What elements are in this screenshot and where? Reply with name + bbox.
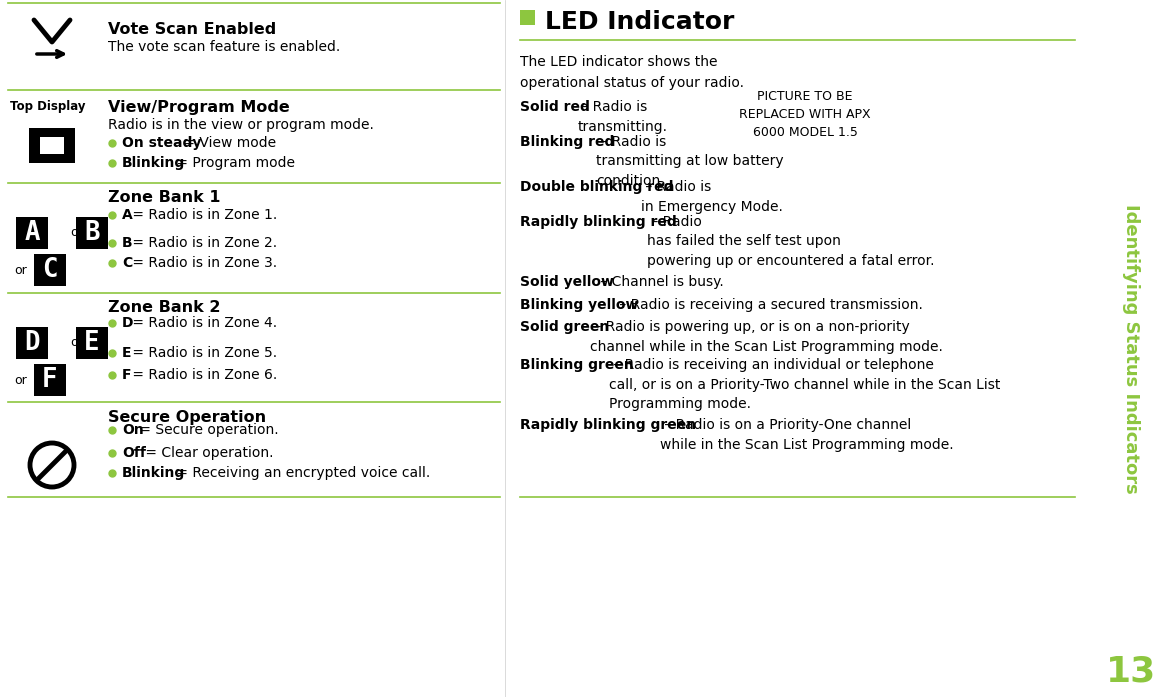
Text: – Radio is
transmitting at low battery
condition.: – Radio is transmitting at low battery c…: [596, 135, 784, 188]
Text: or: or: [14, 263, 27, 277]
Text: C: C: [42, 257, 57, 283]
Text: = Radio is in Zone 1.: = Radio is in Zone 1.: [128, 208, 278, 222]
Text: A: A: [25, 220, 40, 246]
Text: Rapidly blinking green: Rapidly blinking green: [520, 418, 696, 432]
Bar: [76, 327, 107, 359]
Text: – Radio is
transmitting.: – Radio is transmitting.: [577, 100, 667, 134]
Text: Blinking: Blinking: [121, 156, 186, 170]
Text: = Radio is in Zone 2.: = Radio is in Zone 2.: [128, 236, 278, 250]
Text: – Radio is receiving a secured transmission.: – Radio is receiving a secured transmiss…: [616, 298, 923, 312]
Text: LED Indicator: LED Indicator: [545, 10, 735, 34]
Text: Zone Bank 1: Zone Bank 1: [107, 190, 221, 205]
Bar: [29, 128, 75, 162]
Text: View/Program Mode: View/Program Mode: [107, 100, 290, 115]
Text: D: D: [25, 330, 40, 356]
Text: E: E: [84, 330, 99, 356]
Text: F: F: [121, 368, 132, 382]
Text: B: B: [84, 220, 99, 246]
Text: Blinking: Blinking: [121, 466, 186, 480]
Bar: [34, 364, 67, 396]
Text: = Radio is in Zone 6.: = Radio is in Zone 6.: [128, 368, 278, 382]
Bar: [40, 137, 64, 153]
Text: = Receiving an encrypted voice call.: = Receiving an encrypted voice call.: [173, 466, 431, 480]
Text: Rapidly blinking red: Rapidly blinking red: [520, 215, 676, 229]
Text: Off: Off: [121, 446, 146, 460]
Bar: [34, 254, 67, 286]
Text: – Radio is on a Priority-One channel
while in the Scan List Programming mode.: – Radio is on a Priority-One channel whi…: [660, 418, 953, 452]
Text: The LED indicator shows the
operational status of your radio.: The LED indicator shows the operational …: [520, 55, 744, 90]
Text: = Clear operation.: = Clear operation.: [141, 446, 273, 460]
Text: The vote scan feature is enabled.: The vote scan feature is enabled.: [107, 40, 340, 54]
Text: On steady: On steady: [121, 136, 201, 150]
Text: – Radio is receiving an individual or telephone
call, or is on a Priority-Two ch: – Radio is receiving an individual or te…: [609, 358, 1000, 411]
Text: – Radio is powering up, or is on a non-priority
channel while in the Scan List P: – Radio is powering up, or is on a non-p…: [590, 320, 943, 353]
Text: Blinking yellow: Blinking yellow: [520, 298, 639, 312]
Bar: [76, 217, 107, 249]
Text: Top Display: Top Display: [11, 100, 85, 113]
Text: A: A: [121, 208, 133, 222]
Text: B: B: [121, 236, 133, 250]
Text: Zone Bank 2: Zone Bank 2: [107, 300, 221, 315]
Text: Solid red: Solid red: [520, 100, 590, 114]
Bar: [16, 327, 48, 359]
Text: = Radio is in Zone 3.: = Radio is in Zone 3.: [128, 256, 278, 270]
Text: Radio is in the view or program mode.: Radio is in the view or program mode.: [107, 118, 374, 132]
Text: – Radio
has failed the self test upon
powering up or encountered a fatal error.: – Radio has failed the self test upon po…: [647, 215, 934, 268]
Text: F: F: [42, 367, 57, 393]
Text: D: D: [121, 316, 133, 330]
Text: PICTURE TO BE
REPLACED WITH APX
6000 MODEL 1.5: PICTURE TO BE REPLACED WITH APX 6000 MOD…: [739, 90, 871, 139]
Bar: [16, 217, 48, 249]
Text: = Radio is in Zone 4.: = Radio is in Zone 4.: [128, 316, 278, 330]
Text: = Radio is in Zone 5.: = Radio is in Zone 5.: [128, 346, 278, 360]
Text: C: C: [121, 256, 132, 270]
Text: – Radio is
in Emergency Mode.: – Radio is in Emergency Mode.: [641, 180, 783, 213]
Text: or: or: [14, 374, 27, 387]
Text: Blinking red: Blinking red: [520, 135, 614, 149]
Text: 13: 13: [1106, 655, 1156, 689]
Text: – Channel is busy.: – Channel is busy.: [596, 275, 724, 289]
Text: = Program mode: = Program mode: [173, 156, 296, 170]
Text: On: On: [121, 423, 144, 437]
Text: or: or: [70, 337, 83, 349]
Text: Secure Operation: Secure Operation: [107, 410, 266, 425]
Text: Blinking green: Blinking green: [520, 358, 634, 372]
Text: Vote Scan Enabled: Vote Scan Enabled: [107, 22, 277, 37]
Text: Double blinking red: Double blinking red: [520, 180, 674, 194]
Text: = Secure operation.: = Secure operation.: [134, 423, 278, 437]
Text: E: E: [121, 346, 132, 360]
Text: Solid yellow: Solid yellow: [520, 275, 614, 289]
Text: = View mode: = View mode: [179, 136, 276, 150]
Text: or: or: [70, 227, 83, 240]
Text: Identifying Status Indicators: Identifying Status Indicators: [1122, 204, 1140, 493]
Text: Solid green: Solid green: [520, 320, 610, 334]
Bar: [520, 10, 535, 25]
